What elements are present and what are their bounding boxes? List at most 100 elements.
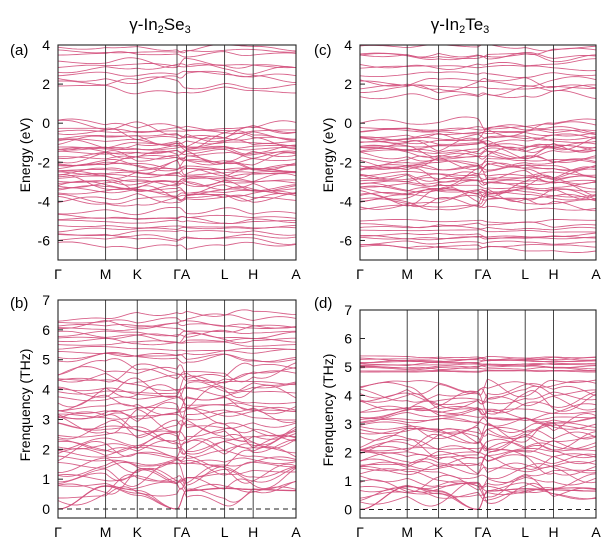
band-line-valence-upper xyxy=(58,138,296,145)
x-tick-label: H xyxy=(248,524,258,540)
y-tick-label: 0 xyxy=(344,115,352,131)
band-line-optical-high xyxy=(58,348,296,357)
band-line-valence-upper xyxy=(58,150,296,164)
x-tick-label: L xyxy=(521,524,529,540)
band-line-valence-upper xyxy=(360,155,596,172)
band-line-valence-lower xyxy=(58,241,296,250)
band-line-optical-low xyxy=(360,461,596,474)
band-line-conduction xyxy=(58,45,296,54)
band-line-valence-upper xyxy=(360,136,596,152)
band-line-valence-upper xyxy=(58,193,296,205)
band-line-optical-low xyxy=(360,473,596,494)
y-tick-label: 2 xyxy=(42,441,50,457)
band-line-optical-high xyxy=(360,359,596,364)
x-tick-label: K xyxy=(434,266,444,282)
band-lines xyxy=(58,45,296,250)
band-line-optical-low xyxy=(58,430,296,455)
band-line-acoustic xyxy=(58,485,296,510)
x-tick-label: M xyxy=(401,524,413,540)
band-line-optical-high xyxy=(58,323,296,333)
ylabel-b: Frenquency (THz) xyxy=(17,349,33,462)
band-line-optical-low xyxy=(58,422,296,455)
y-tick-label: 4 xyxy=(344,387,352,403)
band-line-valence-upper xyxy=(360,166,596,186)
band-line-optical-low xyxy=(360,416,596,425)
band-line-conduction xyxy=(360,89,596,101)
band-line-valence-upper xyxy=(360,128,596,136)
band-line-valence-lower xyxy=(360,225,596,231)
band-line-optical-high xyxy=(58,322,296,331)
band-line-valence-lower xyxy=(58,219,296,224)
band-line-optical-high xyxy=(360,355,596,359)
y-tick-label: 0 xyxy=(344,501,352,517)
x-tick-label: Γ xyxy=(54,266,62,282)
band-line-optical-low xyxy=(58,456,296,469)
band-line-valence-lower xyxy=(58,206,296,216)
y-tick-label: -6 xyxy=(340,232,353,248)
x-tick-label: M xyxy=(401,266,413,282)
band-line-valence-upper xyxy=(360,176,596,187)
band-line-optical-low xyxy=(360,385,596,403)
band-line-optical-low xyxy=(360,378,596,399)
band-line-conduction xyxy=(58,70,296,78)
band-line-valence-lower xyxy=(360,221,596,229)
band-line-conduction xyxy=(58,76,296,90)
band-line-valence-lower xyxy=(58,226,296,233)
band-line-valence-upper xyxy=(58,171,296,179)
band-line-optical-low xyxy=(58,378,296,391)
x-tick-label: Γ xyxy=(356,524,364,540)
x-tick-label: ΓA xyxy=(173,524,191,540)
band-line-optical-low xyxy=(58,481,296,493)
panel-label-c: (c) xyxy=(314,42,332,59)
band-line-optical-low xyxy=(360,411,596,424)
band-line-optical-high xyxy=(360,356,596,362)
y-tick-label: 1 xyxy=(344,473,352,489)
band-line-optical-low xyxy=(58,363,296,384)
band-line-optical-low xyxy=(58,438,296,462)
band-line-valence-upper xyxy=(360,194,596,205)
band-line-optical-low xyxy=(360,380,596,393)
band-line-valence-lower xyxy=(58,236,296,245)
band-line-optical-low xyxy=(360,463,596,484)
band-line-optical-low xyxy=(360,391,596,405)
band-line-optical-low xyxy=(58,467,296,490)
band-line-optical-low xyxy=(58,465,296,495)
plot-frame xyxy=(359,309,597,519)
x-tick-label: A xyxy=(291,266,301,282)
band-line-valence-lower xyxy=(58,230,296,237)
band-line-valence-lower xyxy=(360,229,596,233)
band-line-optical-low xyxy=(58,438,296,468)
band-line-valence-upper xyxy=(360,116,596,137)
band-line-optical-low xyxy=(58,395,296,405)
band-line-optical-high xyxy=(58,352,296,362)
band-line-valence-upper xyxy=(360,173,596,181)
band-line-conduction xyxy=(360,58,596,70)
band-line-valence-lower xyxy=(360,240,596,246)
band-line-optical-high xyxy=(58,330,296,339)
band-line-valence-upper xyxy=(58,127,296,143)
band-line-optical-low xyxy=(360,391,596,416)
band-line-valence-upper xyxy=(360,141,596,160)
x-tick-label: A xyxy=(591,524,601,540)
band-line-optical-low xyxy=(360,382,596,409)
band-line-optical-low xyxy=(58,411,296,432)
band-line-valence-upper xyxy=(360,121,596,132)
band-line-valence-lower xyxy=(58,224,296,229)
x-tick-label: ΓA xyxy=(474,524,492,540)
band-line-optical-high xyxy=(58,309,296,322)
y-tick-label: -4 xyxy=(340,193,353,209)
band-line-valence-upper xyxy=(360,126,596,141)
band-line-optical-high xyxy=(58,340,296,347)
band-line-conduction xyxy=(360,77,596,92)
y-tick-label: 0 xyxy=(42,501,50,517)
band-line-valence-upper xyxy=(360,186,596,195)
panel-d: 7 6 5 4 3 2 1 0Γ M K ΓA L H A xyxy=(344,302,601,540)
y-tick-label: 0 xyxy=(42,115,50,131)
band-line-valence-upper xyxy=(58,159,296,179)
band-line-optical-low xyxy=(360,449,596,464)
band-line-valence-upper xyxy=(58,159,296,172)
y-tick-label: 5 xyxy=(344,359,352,375)
band-line-valence-lower xyxy=(58,213,296,220)
band-line-conduction xyxy=(58,48,296,54)
x-tick-label: Γ xyxy=(54,524,62,540)
